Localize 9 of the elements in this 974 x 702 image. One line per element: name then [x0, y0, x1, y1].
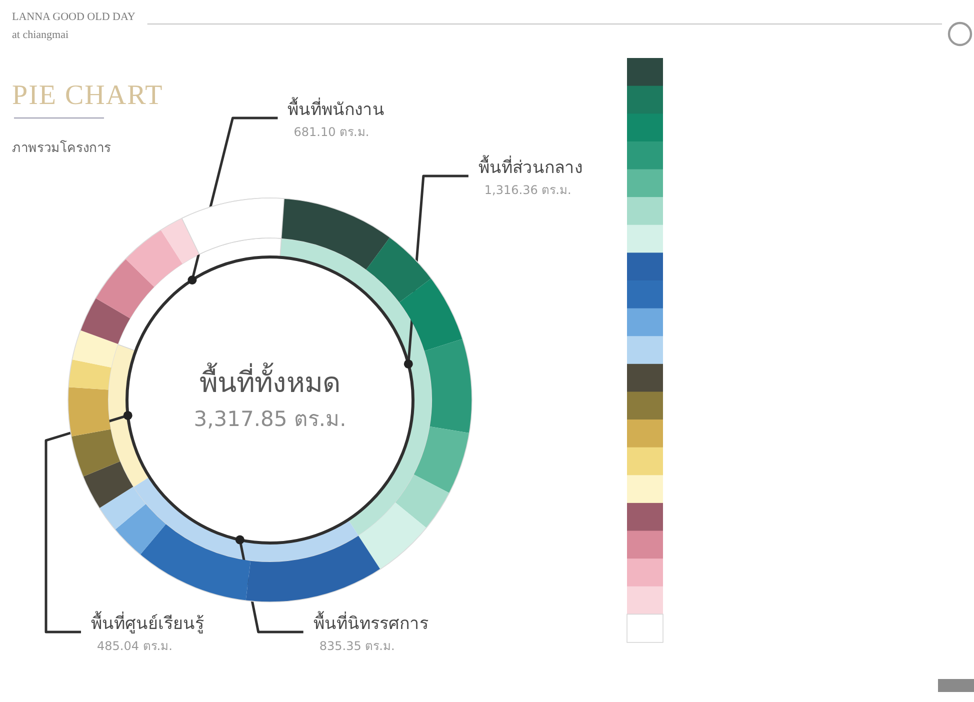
- subtitle: ภาพรวมโครงการ: [12, 141, 111, 156]
- annotation: 3,317.85 ตร.ม.: [194, 407, 346, 431]
- title: PIE CHART: [12, 80, 164, 111]
- value-label: 485.04 ตร.ม.: [97, 639, 172, 653]
- value-label: 681.10 ตร.ม.: [294, 125, 370, 139]
- value-label: 835.35 ตร.ม.: [319, 639, 395, 653]
- annotation: LANNA GOOD OLD DAY: [12, 11, 136, 23]
- value-label: 1,316.36 ตร.ม.: [484, 183, 572, 197]
- annotation: at chiangmai: [12, 29, 69, 41]
